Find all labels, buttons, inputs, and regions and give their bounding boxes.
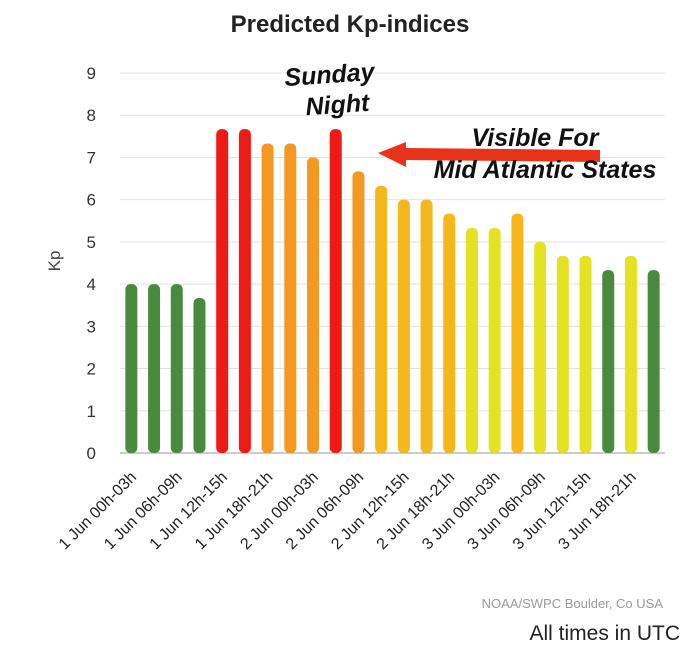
bar: [307, 157, 320, 453]
x-tick-label: 3 Jun 18h-21h: [555, 469, 639, 553]
y-tick-label: 2: [87, 360, 96, 379]
x-tick-label: 1 Jun 18h-21h: [192, 469, 276, 553]
sunday-night-annotation: Sunday Night: [283, 58, 376, 121]
bar: [397, 199, 410, 453]
x-tick-label: 2 Jun 06h-09h: [283, 469, 367, 553]
bar: [148, 284, 161, 453]
x-tick-label: 1 Jun 06h-09h: [101, 469, 185, 553]
y-tick-label: 7: [87, 148, 96, 167]
sunday-annotation-line2: Night: [305, 89, 372, 122]
bar: [443, 213, 456, 453]
bar: [534, 241, 547, 453]
bar: [465, 227, 478, 453]
visible-annotation-line1: Visible For: [472, 124, 600, 152]
y-tick-label: 1: [87, 402, 96, 421]
bar: [125, 284, 138, 453]
bars: [125, 129, 660, 453]
y-tick-label: 0: [87, 444, 96, 463]
x-tick-label: 3 Jun 12h-15h: [510, 469, 594, 553]
bar: [511, 213, 524, 453]
bar: [329, 129, 342, 453]
bar: [375, 185, 388, 453]
bar: [238, 129, 251, 453]
bar: [216, 129, 229, 453]
bar: [579, 255, 592, 453]
x-tick-label: 2 Jun 12h-15h: [328, 469, 412, 553]
y-tick-label: 4: [87, 275, 96, 294]
bar: [352, 171, 365, 453]
bar: [193, 298, 206, 453]
y-tick-label: 3: [87, 317, 96, 336]
source-credit: NOAA/SWPC Boulder, Co USA: [482, 596, 664, 611]
y-tick-label: 6: [87, 191, 96, 210]
visible-annotation: Visible For Mid Atlantic States: [378, 124, 656, 184]
bar: [420, 199, 433, 453]
bar: [556, 255, 569, 453]
x-tick-label: 1 Jun 12h-15h: [147, 469, 231, 553]
footer-note: All times in UTC: [529, 622, 680, 645]
bar: [624, 255, 637, 453]
y-tick-label: 5: [87, 233, 96, 252]
x-tick-label: 3 Jun 00h-03h: [419, 469, 503, 553]
y-axis-ticks: 0 1 2 3 4 5 6 7 8 9: [87, 64, 96, 463]
bar: [488, 227, 501, 453]
chart-title: Predicted Kp-indices: [231, 11, 470, 38]
sunday-annotation-line1: Sunday: [283, 58, 376, 92]
bar: [261, 143, 274, 453]
x-tick-label: 2 Jun 00h-03h: [237, 469, 321, 553]
x-tick-label: 3 Jun 06h-09h: [465, 469, 549, 553]
y-tick-label: 8: [87, 106, 96, 125]
bar: [170, 284, 183, 453]
bar: [284, 143, 297, 453]
visible-annotation-line2: Mid Atlantic States: [434, 156, 657, 184]
x-tick-label: 2 Jun 18h-21h: [374, 469, 458, 553]
bar: [602, 270, 615, 453]
x-tick-label: 1 Jun 00h-03h: [56, 469, 140, 553]
bar: [647, 270, 660, 453]
arrow-icon: [378, 142, 600, 167]
grid-lines: [120, 72, 665, 454]
y-axis-label: Kp: [45, 251, 64, 272]
y-tick-label: 9: [87, 64, 96, 83]
